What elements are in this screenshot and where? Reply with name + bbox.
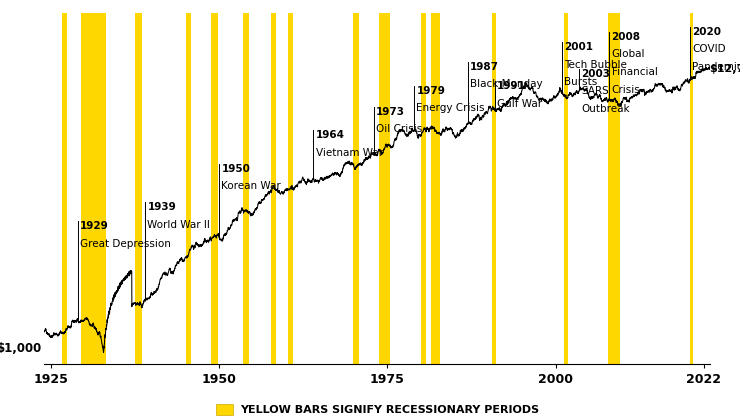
Text: World War II: World War II <box>147 220 210 230</box>
Bar <box>564 13 568 364</box>
Text: 1950: 1950 <box>221 163 250 173</box>
Bar <box>608 13 619 364</box>
Bar <box>62 13 67 364</box>
Text: COVID: COVID <box>692 44 726 54</box>
Text: 2020: 2020 <box>692 27 722 37</box>
Text: 1987: 1987 <box>470 62 500 72</box>
Bar <box>352 13 359 364</box>
Text: $12,715,443: $12,715,443 <box>709 64 740 74</box>
Text: 2008: 2008 <box>611 32 641 42</box>
Text: Global: Global <box>611 49 645 59</box>
Bar <box>431 13 440 364</box>
Bar <box>211 13 218 364</box>
Bar <box>690 13 693 364</box>
Text: 1964: 1964 <box>315 130 345 140</box>
Text: $1,000: $1,000 <box>0 342 41 355</box>
Text: Vietnam War: Vietnam War <box>315 148 383 158</box>
Text: 1991: 1991 <box>497 81 526 91</box>
Bar <box>81 13 107 364</box>
Text: 1973: 1973 <box>376 107 405 117</box>
Text: Black Monday: Black Monday <box>470 79 543 89</box>
Text: 2003: 2003 <box>581 69 610 79</box>
Text: Pandemic: Pandemic <box>692 62 740 72</box>
Text: Oil Crisis: Oil Crisis <box>376 124 423 134</box>
Bar <box>421 13 425 364</box>
Text: Korean War: Korean War <box>221 181 281 191</box>
Text: Energy Crisis: Energy Crisis <box>417 103 485 113</box>
Text: Outbreak: Outbreak <box>581 104 630 114</box>
Text: Gulf War: Gulf War <box>497 99 542 109</box>
Text: SARS: SARS <box>581 86 609 96</box>
Bar <box>271 13 277 364</box>
Text: 1979: 1979 <box>417 86 445 96</box>
Text: 1929: 1929 <box>80 222 109 232</box>
Text: Great Depression: Great Depression <box>80 239 171 249</box>
Bar <box>135 13 142 364</box>
Bar <box>492 13 497 364</box>
Bar <box>243 13 249 364</box>
Bar <box>186 13 191 364</box>
Bar <box>380 13 389 364</box>
Text: 1939: 1939 <box>147 202 176 212</box>
Text: Crisis: Crisis <box>611 84 640 94</box>
Text: Bursts: Bursts <box>565 77 598 87</box>
Text: Financial: Financial <box>611 67 657 77</box>
Text: Tech Bubble: Tech Bubble <box>565 60 628 70</box>
Text: 2001: 2001 <box>565 42 593 52</box>
Bar <box>288 13 293 364</box>
Legend: YELLOW BARS SIGNIFY RECESSIONARY PERIODS: YELLOW BARS SIGNIFY RECESSIONARY PERIODS <box>211 400 544 418</box>
